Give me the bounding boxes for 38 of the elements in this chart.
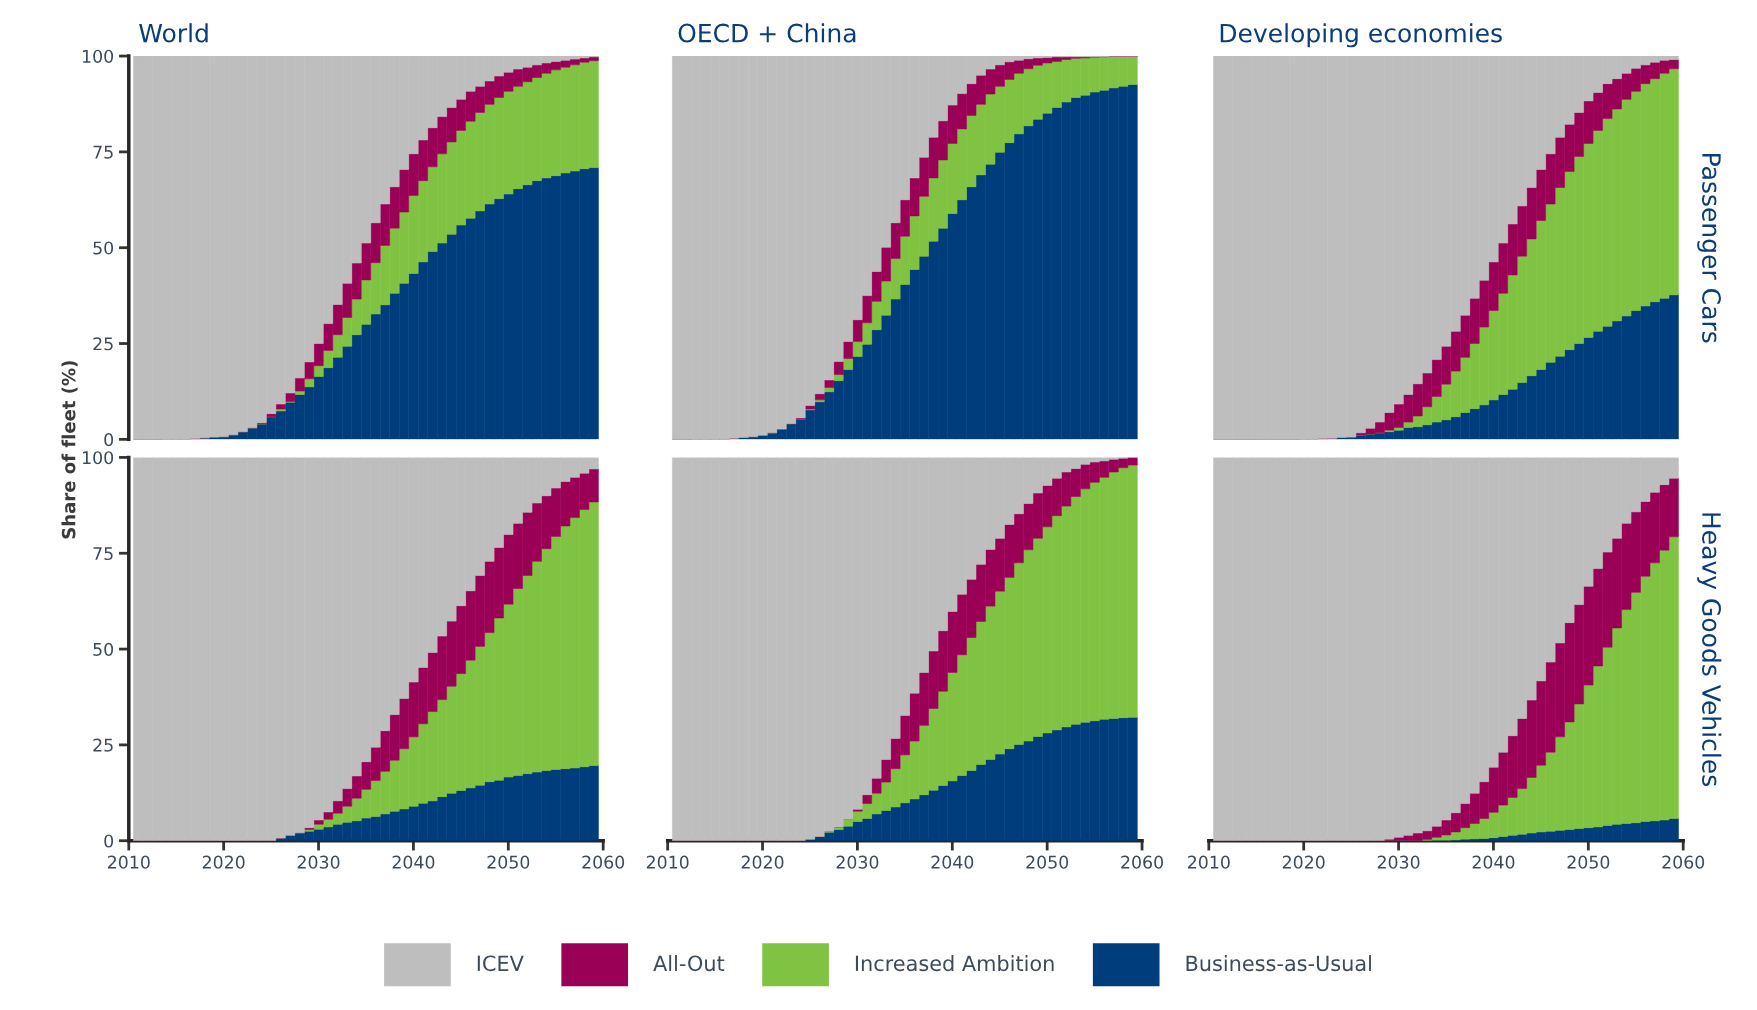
x-tick-label: 2030 bbox=[297, 855, 340, 869]
x-tick-label: 2040 bbox=[931, 855, 974, 869]
x-tick-label: 2020 bbox=[741, 855, 784, 869]
y-tick-label: 100 bbox=[82, 49, 114, 63]
y-tick-label: 75 bbox=[93, 547, 113, 561]
legend-label: All-Out bbox=[653, 955, 725, 972]
x-tick-label: 2010 bbox=[107, 855, 150, 869]
y-tick-label: 50 bbox=[93, 642, 114, 656]
x-tick-label: 2060 bbox=[1121, 855, 1163, 869]
x-tick-label: 2050 bbox=[487, 855, 530, 869]
x-tick-label: 2020 bbox=[202, 855, 245, 869]
x-tick-label: 2010 bbox=[646, 855, 689, 869]
x-tick-label: 2020 bbox=[1282, 855, 1325, 869]
legend-label: ICEV bbox=[477, 955, 524, 972]
x-tick-label: 2040 bbox=[1472, 855, 1515, 869]
text: Passenger Cars bbox=[1697, 154, 1721, 343]
y-tick-label: 50 bbox=[93, 241, 114, 255]
y-axis-title: Share of fleet (%) bbox=[61, 361, 78, 539]
x-tick-label: 2050 bbox=[1026, 855, 1069, 869]
y-tick-label: 75 bbox=[93, 145, 113, 159]
legend-label: Increased Ambition bbox=[855, 955, 1054, 972]
text: Heavy Goods Vehicles bbox=[1697, 513, 1722, 786]
y-tick-label: 25 bbox=[93, 738, 113, 752]
x-tick-label: 2050 bbox=[1567, 855, 1610, 869]
y-tick-label: 100 bbox=[82, 451, 114, 465]
x-tick-label: 2010 bbox=[1188, 855, 1230, 869]
chart-title: World bbox=[139, 23, 208, 43]
x-tick-label: 2060 bbox=[1662, 855, 1705, 869]
legend-label: Business-as-Usual bbox=[1186, 955, 1371, 972]
chart-title: OECD + China bbox=[678, 23, 856, 43]
x-tick-label: 2060 bbox=[582, 855, 625, 869]
y-tick-label: 0 bbox=[104, 834, 114, 848]
y-tick-label: 25 bbox=[93, 337, 113, 351]
chart-title: Developing economies bbox=[1220, 23, 1502, 48]
x-tick-label: 2040 bbox=[392, 855, 435, 869]
x-tick-label: 2030 bbox=[836, 855, 879, 869]
x-tick-label: 2030 bbox=[1377, 855, 1420, 869]
y-tick-label: 0 bbox=[104, 433, 114, 447]
